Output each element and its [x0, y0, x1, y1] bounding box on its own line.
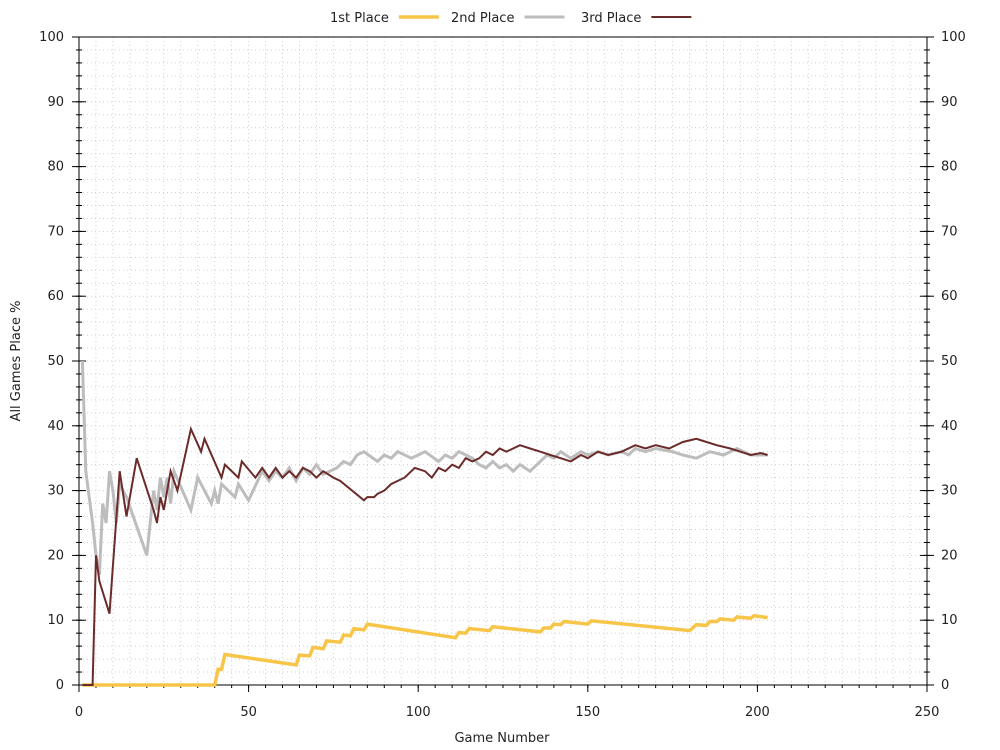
y-tick-label-left: 90 [47, 95, 64, 110]
y-tick-label-right: 50 [941, 354, 958, 369]
legend-label-2nd-place: 2nd Place [451, 11, 514, 26]
y-tick-label-left: 20 [47, 548, 64, 563]
series-line-1st-place [82, 613, 768, 687]
y-tick-label-right: 30 [941, 484, 958, 499]
legend-label-3rd-place: 3rd Place [581, 11, 641, 26]
legend-label-1st-place: 1st Place [330, 11, 389, 26]
y-tick-label-left: 60 [47, 289, 64, 304]
y-tick-label-right: 70 [941, 224, 958, 239]
y-axis-title: All Games Place % [9, 301, 24, 422]
y-tick-label-left: 10 [47, 613, 64, 628]
y-tick-label-right: 40 [941, 419, 958, 434]
y-tick-label-right: 10 [941, 613, 958, 628]
y-tick-label-right: 60 [941, 289, 958, 304]
y-tick-label-left: 80 [47, 160, 64, 175]
series-lines [80, 360, 768, 687]
y-tick-label-right: 80 [941, 160, 958, 175]
series-line-2nd-place [80, 360, 768, 576]
y-tick-label-left: 40 [47, 419, 64, 434]
y-tick-label-right: 0 [941, 678, 949, 693]
y-tick-label-left: 50 [47, 354, 64, 369]
x-tick-label: 100 [406, 705, 431, 720]
y-tick-label-left: 100 [39, 30, 64, 45]
x-tick-label: 0 [75, 705, 83, 720]
y-tick-label-right: 20 [941, 548, 958, 563]
x-tick-label: 250 [915, 705, 940, 720]
grid [79, 37, 927, 685]
legend: 1st Place 2nd Place 3rd Place [330, 11, 692, 26]
x-tick-label: 200 [745, 705, 770, 720]
y-tick-label-left: 30 [47, 484, 64, 499]
x-tick-label: 50 [240, 705, 257, 720]
y-tick-label-right: 100 [941, 30, 966, 45]
x-axis-title: Game Number [454, 731, 550, 746]
y-tick-label-left: 70 [47, 224, 64, 239]
x-tick-label: 150 [575, 705, 600, 720]
y-tick-label-left: 0 [56, 678, 64, 693]
y-tick-label-right: 90 [941, 95, 958, 110]
series-line-3rd-place [82, 425, 768, 686]
